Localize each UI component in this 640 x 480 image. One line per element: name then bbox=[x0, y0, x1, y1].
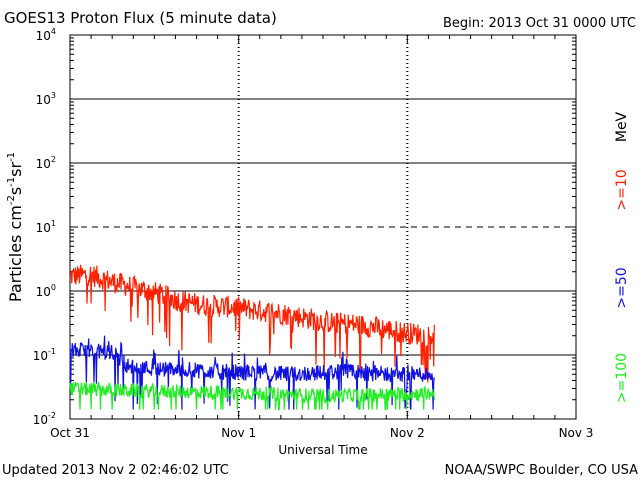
legend-entry-100mev: >=100 bbox=[614, 353, 630, 403]
series-line-ge100 bbox=[69, 380, 435, 411]
y-tick-base: 10 bbox=[36, 29, 51, 43]
credit-label: NOAA/SWPC Boulder, CO USA bbox=[445, 463, 638, 478]
y-tick-exponent: 2 bbox=[51, 155, 56, 164]
updated-timestamp: Updated 2013 Nov 2 02:46:02 UTC bbox=[2, 463, 229, 478]
y-axis-label-exp1: -2 bbox=[6, 195, 17, 205]
y-tick-label: 102 bbox=[36, 155, 56, 171]
y-tick-exponent: 0 bbox=[51, 283, 56, 292]
series-layer bbox=[69, 264, 435, 411]
y-axis-label-base: Particles cm bbox=[6, 205, 25, 302]
chart-title: GOES13 Proton Flux (5 minute data) bbox=[4, 9, 277, 27]
y-tick-label: 101 bbox=[36, 219, 56, 235]
y-tick-base: 10 bbox=[36, 221, 51, 235]
legend-entry-10mev: >=10 bbox=[614, 169, 630, 210]
y-tick-base: 10 bbox=[36, 285, 51, 299]
x-tick-labels: Oct 31 Nov 1 Nov 2 Nov 3 bbox=[50, 426, 593, 440]
x-axis-label: Universal Time bbox=[278, 443, 367, 457]
y-tick-label: 104 bbox=[36, 27, 56, 43]
y-tick-label: 103 bbox=[36, 91, 56, 107]
y-axis-label: Particles cm-2s-1sr-1 bbox=[6, 152, 25, 302]
y-tick-base: 10 bbox=[36, 157, 51, 171]
y-tick-label: 10-2 bbox=[33, 411, 56, 427]
y-axis-label-s: s bbox=[6, 187, 25, 195]
y-tick-exponent: 1 bbox=[51, 219, 56, 228]
x-tick-label: Nov 3 bbox=[559, 426, 594, 440]
y-axis-label-exp2: -1 bbox=[6, 177, 17, 187]
y-tick-exponent: -2 bbox=[48, 411, 56, 420]
y-tick-base: 10 bbox=[33, 349, 48, 363]
grid bbox=[69, 35, 577, 420]
y-tick-label: 100 bbox=[36, 283, 56, 299]
x-tick-label: Nov 2 bbox=[390, 426, 425, 440]
y-tick-exponent: 3 bbox=[51, 91, 56, 100]
x-tick-label: Oct 31 bbox=[50, 426, 90, 440]
series-line-ge50 bbox=[69, 335, 435, 410]
y-tick-base: 10 bbox=[33, 413, 48, 427]
legend-unit: MeV bbox=[614, 111, 630, 142]
begin-label: Begin: 2013 Oct 31 0000 UTC bbox=[443, 16, 636, 31]
y-tick-exponent: 4 bbox=[51, 27, 56, 36]
y-tick-exponent: -1 bbox=[48, 347, 56, 356]
y-tick-label: 10-1 bbox=[33, 347, 56, 363]
y-axis-label-sr: sr bbox=[6, 162, 25, 177]
y-tick-base: 10 bbox=[36, 93, 51, 107]
legend-entry-50mev: >=50 bbox=[614, 267, 630, 308]
y-axis-label-exp3: -1 bbox=[6, 152, 17, 162]
x-tick-label: Nov 1 bbox=[221, 426, 256, 440]
series-line-ge10 bbox=[69, 264, 435, 383]
